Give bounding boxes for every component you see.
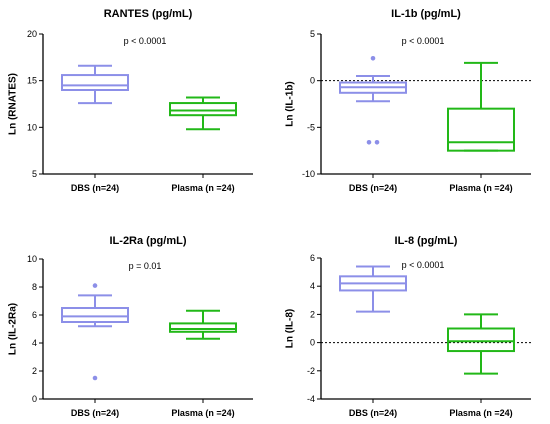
box-plot-dbs: [61, 64, 129, 105]
y-axis-label: Ln (IL-1b): [285, 81, 296, 127]
p-value-annotation: p = 0.01: [129, 261, 162, 271]
y-tick-label: 2: [310, 309, 315, 319]
chart-panel-1: RANTES (pg/mL) Ln (RNATES) 5 10 15 20 DBS (n=2…: [8, 8, 253, 193]
box-plot-plasma: [447, 61, 515, 152]
iqr-box: [61, 307, 129, 323]
iqr-box: [169, 102, 237, 117]
y-tick-label: 5: [32, 169, 37, 179]
chart-panel-4: IL-8 (pg/mL) Ln (IL-8) -4 -2 0 2 4 6 DBS (n=24) P…: [285, 235, 531, 418]
chart-title: IL-2Ra (pg/mL): [110, 235, 187, 247]
iqr-box: [61, 74, 129, 91]
y-axis-label: Ln (IL-2Ra): [8, 303, 19, 355]
y-tick-label: -4: [307, 394, 315, 404]
y-tick-label: 15: [27, 76, 37, 86]
chart-title: IL-8 (pg/mL): [395, 235, 458, 247]
box-plot-dbs: [339, 265, 407, 313]
x-category-label: DBS (n=24): [71, 408, 119, 418]
y-tick-label: -10: [302, 169, 315, 179]
x-category-label: DBS (n=24): [71, 183, 119, 193]
y-tick-label: 10: [27, 254, 37, 264]
y-tick-label: -5: [307, 122, 315, 132]
y-tick-label: 2: [32, 366, 37, 376]
y-tick-label: 0: [32, 394, 37, 404]
iqr-box: [447, 107, 515, 152]
y-tick-label: 10: [27, 122, 37, 132]
outlier-point: [92, 283, 98, 288]
iqr-box: [447, 327, 515, 353]
x-category-label: DBS (n=24): [349, 408, 397, 418]
outlier-point: [366, 139, 372, 145]
x-category-label: Plasma (n =24): [171, 408, 234, 418]
y-tick-label: -2: [307, 366, 315, 376]
box-plot-dbs: [339, 55, 407, 145]
x-category-label: DBS (n=24): [349, 183, 397, 193]
y-tick-label: 6: [32, 310, 37, 320]
x-category-label: Plasma (n =24): [171, 183, 234, 193]
box-plot-dbs: [61, 283, 129, 381]
y-tick-label: 4: [32, 338, 37, 348]
y-tick-label: 0: [310, 338, 315, 348]
x-category-label: Plasma (n =24): [449, 183, 512, 193]
outlier-point: [370, 55, 376, 61]
y-axis-label: Ln (IL-8): [285, 309, 296, 348]
p-value-annotation: p < 0.0001: [402, 260, 445, 270]
iqr-box: [169, 322, 237, 333]
outlier-point: [374, 139, 380, 145]
x-category-label: Plasma (n =24): [449, 408, 512, 418]
box-plot-plasma: [169, 309, 237, 340]
y-axis-label: Ln (RNATES): [8, 73, 19, 135]
box-plot-plasma: [169, 96, 237, 131]
chart-title: RANTES (pg/mL): [104, 8, 193, 20]
chart-panel-3: IL-2Ra (pg/mL) Ln (IL-2Ra) 0 2 4 6 8 10 DBS (n=2…: [8, 235, 253, 418]
p-value-annotation: p < 0.0001: [124, 36, 167, 46]
y-tick-label: 4: [310, 281, 315, 291]
y-tick-label: 0: [310, 76, 315, 86]
y-tick-label: 20: [27, 29, 37, 39]
p-value-annotation: p < 0.0001: [402, 36, 445, 46]
y-tick-label: 5: [310, 29, 315, 39]
box-plot-plasma: [447, 313, 515, 375]
y-tick-label: 6: [310, 253, 315, 263]
outlier-point: [92, 375, 98, 381]
y-tick-label: 8: [32, 282, 37, 292]
chart-title: IL-1b (pg/mL): [391, 8, 461, 20]
chart-panel-2: IL-1b (pg/mL) Ln (IL-1b) -10 -5 0 5 DBS (n=24)…: [285, 8, 531, 193]
